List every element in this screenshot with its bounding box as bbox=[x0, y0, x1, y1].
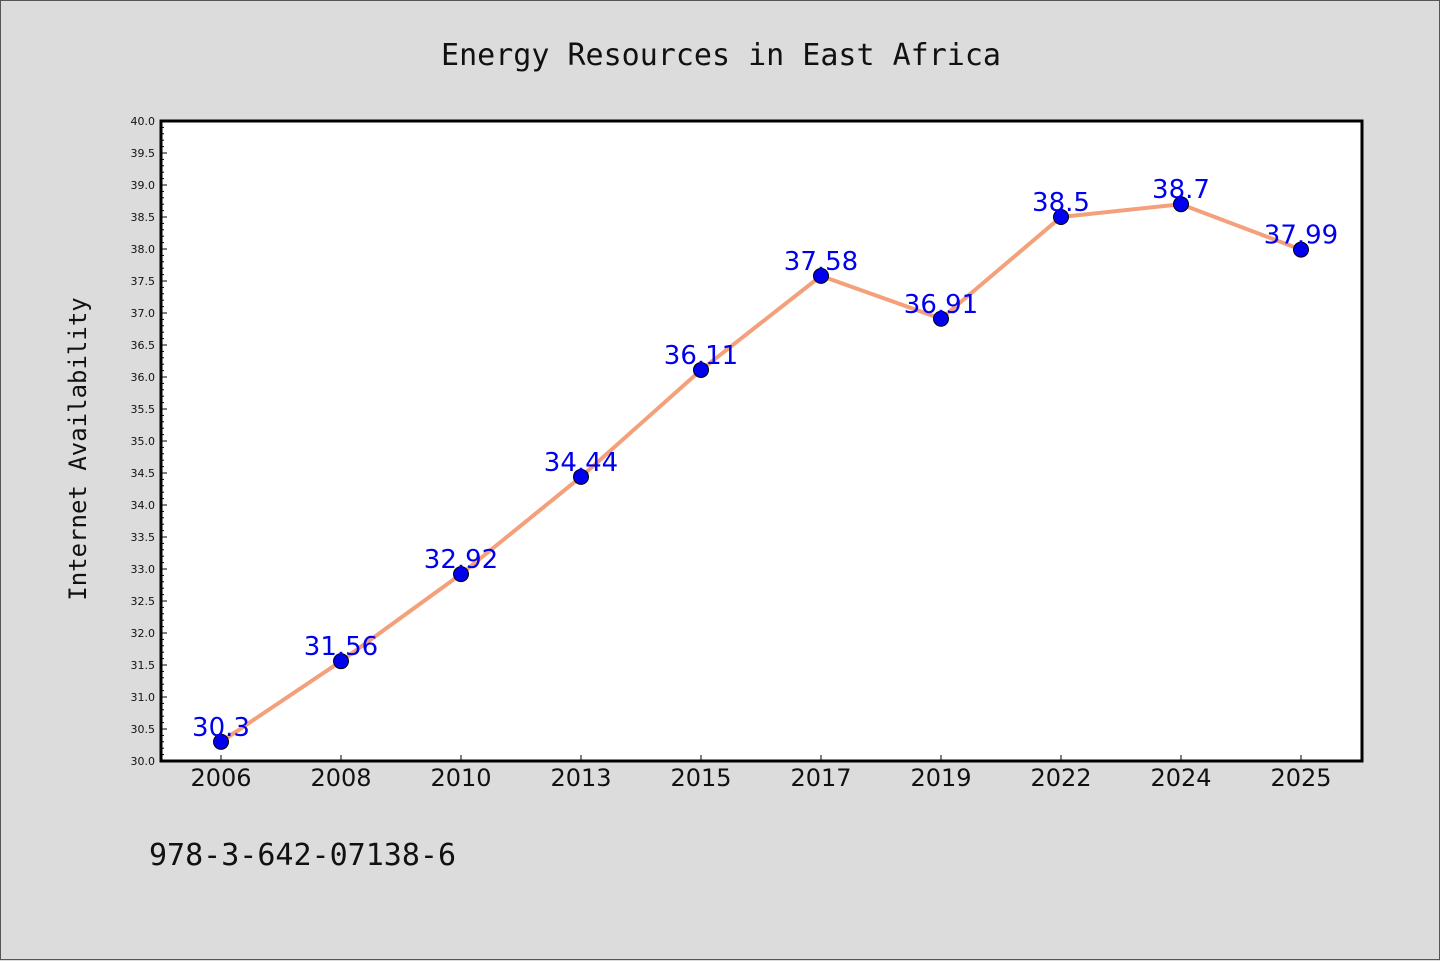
data-point-marker bbox=[813, 267, 829, 284]
x-tick-label: 2017 bbox=[790, 764, 851, 792]
x-tick-label: 2025 bbox=[1270, 764, 1331, 792]
data-value-label: 32.92 bbox=[424, 545, 498, 575]
y-tick-label: 35.0 bbox=[131, 435, 156, 448]
data-point-marker bbox=[213, 733, 229, 750]
y-axis-ticks: 30.0 30.5 31.0 31.5 32.0 32.5 33.0 33.5 34.0 34.5… bbox=[131, 115, 167, 768]
y-tick-label: 30.5 bbox=[131, 723, 156, 736]
y-tick-label: 36.0 bbox=[131, 371, 156, 384]
y-tick-label: 38.5 bbox=[131, 211, 156, 224]
x-tick-label: 2010 bbox=[430, 764, 491, 792]
x-tick-label: 2024 bbox=[1150, 764, 1211, 792]
plot-border bbox=[159, 119, 1364, 763]
data-point-marker bbox=[933, 310, 949, 327]
x-tick-label: 2013 bbox=[550, 764, 611, 792]
y-tick-label: 32.5 bbox=[131, 595, 156, 608]
y-tick-label: 37.0 bbox=[131, 307, 156, 320]
x-tick-label: 2019 bbox=[910, 764, 971, 792]
y-tick-label: 39.5 bbox=[131, 147, 156, 160]
y-tick-label: 38.0 bbox=[131, 243, 156, 256]
data-point-marker bbox=[573, 468, 589, 485]
x-tick-label: 2008 bbox=[310, 764, 371, 792]
data-value-label: 31.56 bbox=[304, 632, 378, 662]
data-point-marker bbox=[1173, 196, 1189, 213]
data-value-label: 36.11 bbox=[664, 341, 738, 371]
y-tick-label: 34.0 bbox=[131, 499, 156, 512]
y-axis-label: Internet Availability bbox=[64, 297, 92, 600]
y-tick-label: 40.0 bbox=[131, 115, 156, 128]
data-value-label: 36.91 bbox=[904, 290, 978, 320]
data-point-marker bbox=[1293, 241, 1309, 258]
x-tick-label: 2015 bbox=[670, 764, 731, 792]
x-tick-label: 2022 bbox=[1030, 764, 1091, 792]
chart-title: Energy Resources in East Africa bbox=[441, 38, 1001, 73]
x-tick-label: 2006 bbox=[190, 764, 251, 792]
data-value-label: 37.99 bbox=[1264, 221, 1338, 251]
y-tick-label: 30.0 bbox=[131, 755, 156, 768]
data-value-label: 37.58 bbox=[784, 247, 858, 277]
data-point-marker bbox=[453, 566, 469, 583]
y-tick-label: 37.5 bbox=[131, 275, 156, 288]
data-point-marker bbox=[1053, 209, 1069, 225]
plot-area bbox=[161, 121, 1362, 761]
y-tick-label: 33.5 bbox=[131, 531, 156, 544]
data-value-label: 38.7 bbox=[1152, 175, 1210, 205]
y-tick-label: 36.5 bbox=[131, 339, 156, 352]
y-tick-label: 32.0 bbox=[131, 627, 156, 640]
x-axis-ticks: 2006 2008 2010 2013 2015 2017 2019 2022 2024 2025 bbox=[190, 755, 1332, 792]
y-tick-label: 31.0 bbox=[131, 691, 156, 704]
data-point-marker bbox=[333, 653, 349, 670]
data-point-marker bbox=[693, 361, 709, 378]
series-layer: 30.3 31.56 32.92 34.44 36.11 37.58 36.91 38.5 38… bbox=[192, 175, 1338, 750]
y-tick-label: 33.0 bbox=[131, 563, 156, 576]
y-tick-label: 34.5 bbox=[131, 467, 156, 480]
y-tick-label: 31.5 bbox=[131, 659, 156, 672]
series-line bbox=[219, 202, 1303, 744]
y-tick-label: 39.0 bbox=[131, 179, 156, 192]
footer-id-text: 978-3-642-07138-6 bbox=[149, 838, 456, 873]
data-value-label: 34.44 bbox=[544, 448, 618, 478]
y-tick-label: 35.5 bbox=[131, 403, 156, 416]
data-value-label: 38.5 bbox=[1032, 188, 1090, 218]
data-value-label: 30.3 bbox=[192, 713, 250, 743]
